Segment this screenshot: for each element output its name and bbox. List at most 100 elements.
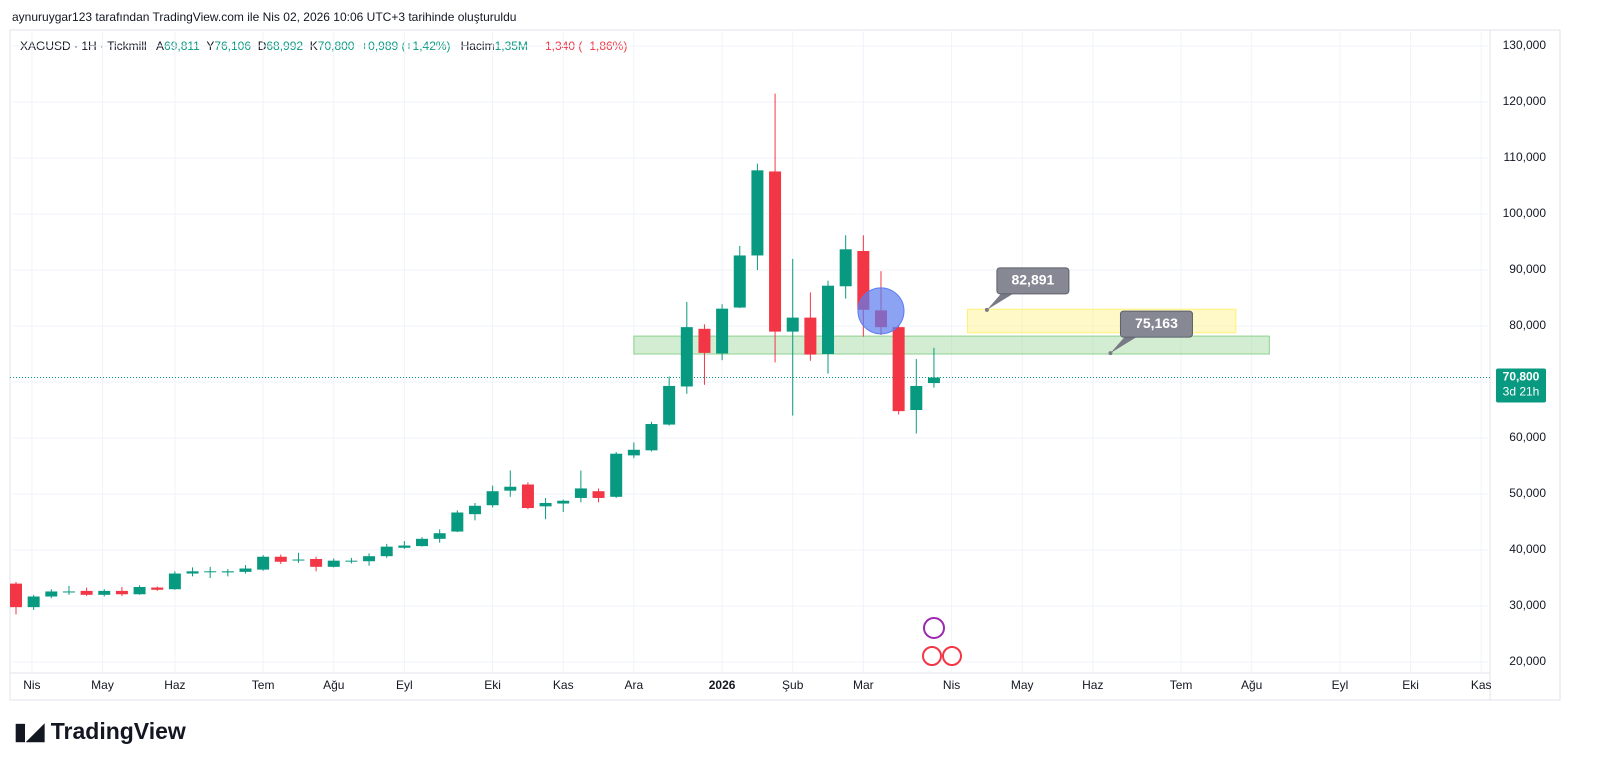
candle-body — [45, 591, 58, 597]
frame — [9, 29, 1561, 701]
candle-body — [663, 385, 676, 425]
icon — [923, 617, 945, 639]
x-tick-label: Eyl — [396, 678, 413, 692]
x-tick-label: Eyl — [1332, 678, 1349, 692]
candle-body — [486, 491, 499, 506]
y-tick-label: 110,000 — [1504, 150, 1547, 164]
candle-body — [822, 285, 835, 355]
candle-body — [98, 590, 111, 595]
candle-body — [557, 500, 570, 504]
x-tick-label: Kas — [553, 678, 574, 692]
y-tick-label: 100,000 — [1503, 206, 1547, 220]
candle-body — [839, 249, 852, 287]
candle-body — [610, 453, 623, 497]
candle-body — [168, 573, 181, 590]
x-tick-label: Haz — [164, 678, 185, 692]
x-tick-label: May — [91, 678, 114, 692]
callout-label: 75,163 — [1135, 315, 1178, 331]
x-tick-label: Eki — [484, 678, 501, 692]
candle-body — [539, 502, 552, 507]
candle-body — [927, 377, 940, 384]
candle-body — [10, 583, 23, 608]
candle-body — [327, 560, 340, 567]
callout-box — [1119, 310, 1193, 338]
candle-body — [151, 587, 164, 590]
callout-anchor — [984, 307, 989, 312]
candle-body — [62, 591, 75, 593]
candle-body — [380, 546, 393, 557]
candle-body — [468, 505, 481, 515]
x-tick-label: Nis — [23, 678, 40, 692]
candle-body — [786, 317, 799, 332]
x-tick-label: Ara — [625, 678, 644, 692]
candle-body — [680, 327, 693, 387]
x-tick-label: May — [1011, 678, 1034, 692]
highlight — [857, 287, 905, 335]
y-tick-label: 30,000 — [1509, 598, 1546, 612]
candle-body — [239, 568, 252, 572]
y-tick-label: 60,000 — [1509, 430, 1546, 444]
candle-body — [398, 545, 411, 548]
candle-body — [274, 556, 287, 562]
candle-body — [910, 385, 923, 411]
candle-body — [221, 571, 234, 573]
candle-body — [433, 533, 446, 539]
candle-body — [716, 308, 729, 354]
y-tick-label: 50,000 — [1509, 486, 1546, 500]
x-tick-label: Eki — [1402, 678, 1419, 692]
candle-body — [504, 486, 517, 491]
callout-pointer — [1110, 337, 1137, 354]
price-badge — [1496, 368, 1546, 403]
candle-body — [345, 560, 358, 562]
candle-body — [115, 590, 128, 595]
x-tick-label: 2026 — [709, 678, 736, 692]
candle-body — [416, 538, 429, 547]
countdown: 3d 21h — [1503, 385, 1540, 399]
y-tick-label: 120,000 — [1503, 94, 1547, 108]
y-tick-label: 40,000 — [1509, 542, 1546, 556]
logo: ▮◢ TradingView — [14, 718, 186, 744]
candle-body — [310, 558, 323, 567]
candle-body — [451, 512, 464, 532]
event-icons — [922, 617, 962, 666]
icon — [942, 646, 962, 666]
y-tick-label: 130,000 — [1503, 38, 1547, 52]
candle-body — [80, 590, 93, 595]
watermark: aynuruygar123 tarafından TradingView.com… — [12, 10, 517, 24]
y-tick-label: 90,000 — [1509, 262, 1546, 276]
callout-pointer — [986, 293, 1013, 310]
candle-body — [627, 449, 640, 456]
candle-body — [133, 586, 146, 595]
candle-body — [892, 327, 905, 412]
icon — [922, 646, 942, 666]
x-tick-label: Şub — [782, 678, 804, 692]
x-tick-label: Kas — [1471, 678, 1492, 692]
candle-body — [186, 571, 199, 574]
candle-body — [804, 317, 817, 355]
candle-body — [698, 328, 711, 353]
x-tick-label: Ağu — [323, 678, 344, 692]
x-tick-label: Haz — [1082, 678, 1103, 692]
candle-body — [363, 556, 376, 562]
candle-body — [521, 484, 534, 509]
x-tick-label: Ağu — [1241, 678, 1262, 692]
candle-body — [769, 171, 782, 332]
x-tick-label: Mar — [853, 678, 874, 692]
candle-body — [733, 255, 746, 308]
logo-text: TradingView — [50, 718, 186, 744]
x-tick-label: Nis — [943, 678, 960, 692]
candle-body — [27, 596, 40, 608]
callout-box — [996, 267, 1070, 295]
zone — [966, 308, 1237, 334]
candle-body — [645, 424, 658, 451]
callout-label: 82,891 — [1011, 272, 1054, 288]
candle-body — [751, 170, 764, 256]
x-tick-label: Tem — [1170, 678, 1193, 692]
price-label: 70,800 — [1503, 370, 1540, 384]
candle-body — [292, 559, 305, 561]
y-tick-label: 20,000 — [1509, 654, 1546, 668]
candle-body — [257, 556, 270, 570]
candle-body — [574, 488, 587, 498]
